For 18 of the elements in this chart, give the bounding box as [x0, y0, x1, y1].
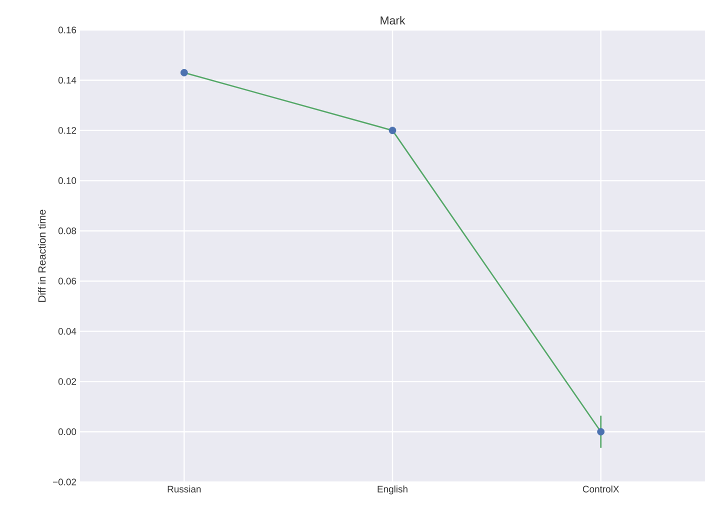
- point: [180, 68, 188, 76]
- y-axis-title: Diff in Reaction time: [38, 210, 46, 302]
- y-tick-label: 0.16: [58, 26, 76, 34]
- x-tick-label: ControlX: [582, 486, 620, 492]
- y-tick-label: 0.08: [58, 228, 76, 234]
- x-tick-label: English: [378, 486, 408, 494]
- y-tick-label: 0.00: [58, 428, 76, 436]
- point: [597, 428, 605, 436]
- y-tick-label: 0.02: [58, 378, 76, 385]
- y-tick-label: −0.02: [53, 478, 76, 486]
- y-tick-label: 0.12: [58, 127, 76, 134]
- y-tick-label: 0.04: [58, 328, 76, 335]
- y-tick-label: 0.06: [58, 278, 76, 284]
- chart-title: Mark: [380, 16, 406, 24]
- y-tick-label: 0.10: [58, 177, 76, 184]
- y-tick-label: 0.14: [58, 76, 76, 84]
- x-tick-label: Russian: [168, 486, 201, 492]
- point: [388, 126, 396, 134]
